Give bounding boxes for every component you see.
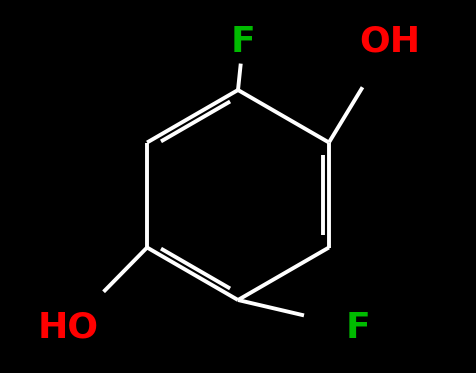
Text: HO: HO <box>37 311 99 345</box>
Text: F: F <box>345 311 369 345</box>
Text: F: F <box>230 25 255 59</box>
Text: OH: OH <box>359 25 420 59</box>
